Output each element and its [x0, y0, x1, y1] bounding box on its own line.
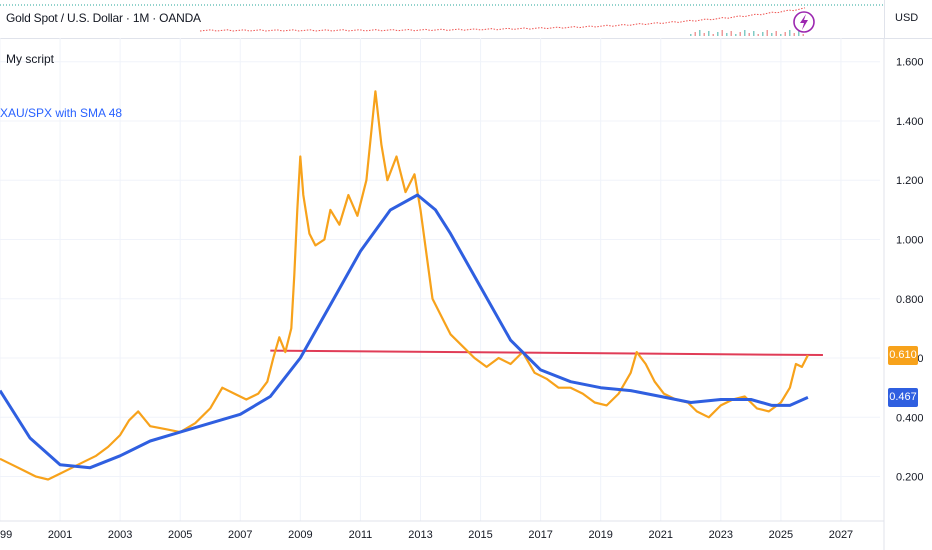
y-tick-label: 1.000 [896, 234, 924, 246]
mini-volume-bar [721, 30, 723, 36]
mini-volume-bar [726, 33, 728, 36]
y-tick-label: 1.600 [896, 57, 924, 69]
mini-volume-bar [793, 33, 795, 36]
mini-volume-bar [802, 34, 804, 36]
mini-volume-bar [699, 30, 701, 36]
mini-volume-bar [712, 34, 714, 36]
y-tick-label: 0.800 [896, 294, 924, 306]
mini-volume-bar [780, 34, 782, 36]
sma-price-tag: 0.467 [888, 387, 918, 407]
y-tick-label: 1.400 [896, 116, 924, 128]
mini-overview-chart[interactable] [0, 0, 884, 38]
mini-volume-bar [766, 30, 768, 36]
resistance-line[interactable] [270, 349, 823, 357]
y-tick-label: 0.200 [896, 472, 924, 484]
x-tick-label: 2005 [168, 529, 192, 541]
sma-48-line[interactable] [0, 193, 809, 470]
x-tick-label: 1999 [0, 529, 12, 541]
x-tick-label: 2001 [48, 529, 72, 541]
x-tick-label: 2003 [108, 529, 132, 541]
indicator-legend[interactable]: XAU/SPX with SMA 48 [0, 106, 123, 120]
mini-volume-bar [690, 34, 692, 36]
mini-volume-bar [735, 34, 737, 36]
x-tick-label: 2027 [829, 529, 853, 541]
mini-volume-bar [771, 33, 773, 36]
symbol-title[interactable]: Gold Spot / U.S. Dollar · 1M · OANDA [6, 11, 201, 25]
mini-volume-bar [730, 31, 732, 36]
ratio-price-tag: 0.610 [888, 345, 918, 365]
x-tick-label: 2013 [408, 529, 432, 541]
x-tick-label: 2011 [349, 529, 373, 541]
mini-volume-bar [753, 31, 755, 36]
currency-label: USD [895, 12, 919, 24]
mini-volume-bar [744, 30, 746, 36]
mini-volume-bar [789, 30, 791, 36]
mini-volume-bar [762, 32, 764, 36]
script-name-label[interactable]: My script [6, 52, 54, 66]
x-tick-label: 2017 [528, 529, 552, 541]
mini-volume-bar [757, 34, 759, 36]
x-tick-label: 2025 [769, 529, 793, 541]
mini-volume-bar [784, 32, 786, 36]
y-tick-label: 0.400 [896, 412, 924, 424]
x-tick-label: 2015 [468, 529, 492, 541]
mini-volume-bar [694, 32, 696, 36]
mini-volume-bar [798, 31, 800, 36]
top-toolbar: Gold Spot / U.S. Dollar · 1M · OANDA USD [0, 0, 932, 39]
x-tick-label: 2009 [288, 529, 312, 541]
main-chart[interactable]: 1.6001.4001.2001.0000.8000.6000.4000.200… [0, 38, 932, 550]
lightning-bolt-glyph [800, 14, 808, 30]
mini-volume-bar [775, 31, 777, 36]
mini-chart-price-trace [199, 7, 806, 32]
mini-volume-bar [703, 33, 705, 36]
mini-volume-bar [739, 32, 741, 36]
x-tick-label: 2021 [649, 529, 673, 541]
x-tick-label: 2007 [228, 529, 252, 541]
x-tick-label: 2019 [588, 529, 612, 541]
mini-volume-bar [717, 32, 719, 36]
mini-volume-bar [748, 33, 750, 36]
xau-spx-ratio-line[interactable] [0, 90, 809, 481]
currency-selector[interactable]: USD [884, 0, 932, 38]
mini-volume-bar [708, 31, 710, 36]
y-tick-label: 1.200 [896, 175, 924, 187]
x-tick-label: 2023 [709, 529, 733, 541]
